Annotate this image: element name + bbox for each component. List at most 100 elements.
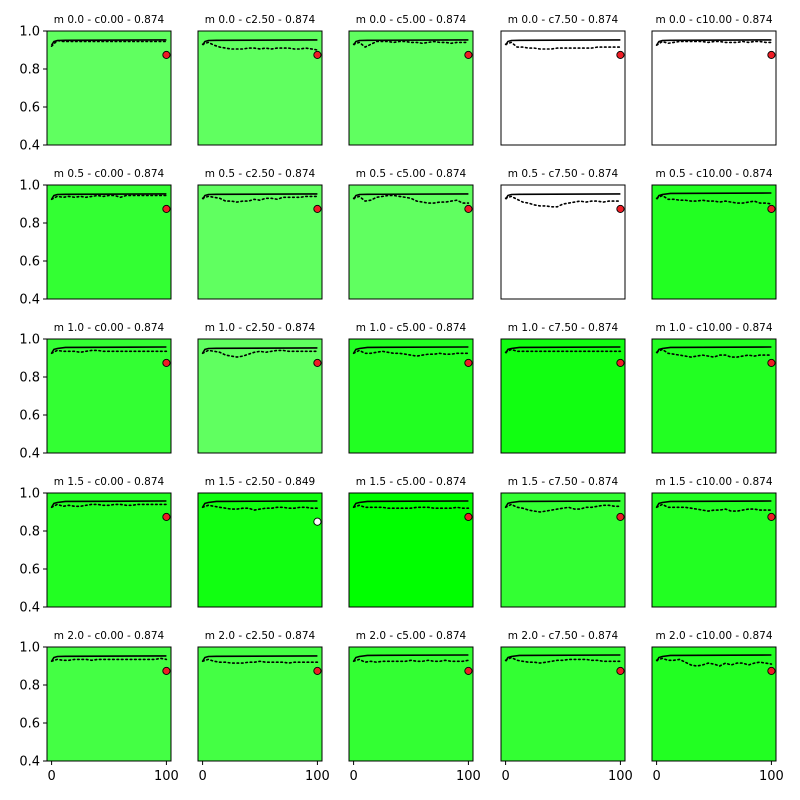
- solid-series-line: [655, 500, 772, 508]
- panel: m 0.0 - c2.50 - 0.874: [197, 14, 323, 146]
- panel-title: m 0.0 - c10.00 - 0.874: [655, 14, 772, 26]
- dotted-series-line: [201, 504, 319, 511]
- panel: m 1.5 - c2.50 - 0.849: [197, 476, 323, 608]
- panel: m 1.0 - c7.50 - 0.874: [500, 322, 626, 454]
- y-tick-label: 0.4: [19, 755, 40, 770]
- solid-series-line: [352, 346, 469, 354]
- x-tick-label: 0: [652, 769, 660, 784]
- panel: m 0.5 - c10.00 - 0.874: [651, 168, 777, 300]
- panel-title: m 2.0 - c5.00 - 0.874: [356, 630, 467, 642]
- final-value-marker: [313, 358, 322, 367]
- dotted-series-line: [50, 503, 168, 509]
- panel: m 2.0 - c5.00 - 0.874 0 100: [348, 630, 481, 784]
- panel-title: m 1.0 - c0.00 - 0.874: [54, 322, 165, 334]
- dotted-series-line: [655, 348, 773, 358]
- panel-background: [47, 185, 171, 299]
- solid-series-line: [655, 654, 772, 662]
- x-tick-label: 100: [759, 769, 784, 784]
- panel-title: m 0.5 - c5.00 - 0.874: [356, 168, 467, 180]
- panel: m 1.5 - c7.50 - 0.874: [500, 476, 626, 608]
- panel: m 1.0 - c2.50 - 0.874: [197, 322, 323, 454]
- dotted-series-line: [50, 657, 168, 663]
- x-tick-label: 0: [47, 769, 55, 784]
- solid-series-line: [50, 655, 167, 662]
- panel-frame: [651, 338, 777, 454]
- panel-title: m 2.0 - c2.50 - 0.874: [205, 630, 316, 642]
- final-value-marker: [162, 204, 171, 213]
- final-value-marker: [767, 666, 776, 675]
- panel-title: m 2.0 - c0.00 - 0.874: [54, 630, 165, 642]
- panel-background: [349, 185, 473, 299]
- panel: m 0.0 - c7.50 - 0.874: [500, 14, 626, 146]
- x-tick-label: 0: [501, 769, 509, 784]
- panel-frame: [500, 646, 626, 762]
- panel-frame: [348, 646, 474, 762]
- y-tick-label: 0.6: [19, 563, 40, 578]
- final-value-marker: [767, 512, 776, 521]
- panel: m 1.0 - c10.00 - 0.874: [651, 322, 777, 454]
- dotted-series-line: [201, 41, 319, 51]
- dotted-series-line: [50, 39, 168, 48]
- panel: m 2.0 - c10.00 - 0.874 0 100: [651, 630, 784, 784]
- panel-frame: [348, 30, 474, 146]
- final-value-marker: [464, 358, 473, 367]
- panel: m 0.5 - c7.50 - 0.874: [500, 168, 626, 300]
- panel: m 1.0 - c0.00 - 0.874 0.4 0.6 0.8 1.0: [19, 322, 172, 462]
- panel-background: [652, 31, 776, 145]
- panel-background: [47, 339, 171, 453]
- y-tick-label: 1.0: [19, 641, 40, 656]
- y-tick-label: 0.4: [19, 447, 40, 462]
- solid-series-line: [201, 655, 318, 662]
- y-tick-label: 0.8: [19, 371, 40, 386]
- y-tick-label: 0.6: [19, 101, 40, 116]
- solid-series-line: [655, 192, 772, 200]
- x-tick-label: 100: [154, 769, 179, 784]
- solid-series-line: [352, 39, 469, 46]
- dotted-series-line: [352, 194, 470, 204]
- final-value-marker: [616, 204, 625, 213]
- final-value-marker: [313, 517, 322, 526]
- y-tick-label: 1.0: [19, 487, 40, 502]
- final-value-marker: [162, 358, 171, 367]
- panel-background: [198, 31, 322, 145]
- panel-title: m 0.0 - c0.00 - 0.874: [54, 14, 165, 26]
- dotted-series-line: [201, 658, 319, 664]
- panel-title: m 1.0 - c7.50 - 0.874: [508, 322, 619, 334]
- dotted-series-line: [504, 503, 622, 513]
- y-tick-label: 0.8: [19, 217, 40, 232]
- solid-series-line: [201, 347, 318, 354]
- panel-frame: [348, 184, 474, 300]
- panel-background: [652, 339, 776, 453]
- panel-title: m 1.5 - c2.50 - 0.849: [205, 476, 315, 488]
- y-tick-label: 0.6: [19, 409, 40, 424]
- y-tick-label: 0.8: [19, 525, 40, 540]
- dotted-series-line: [504, 656, 622, 664]
- panel-title: m 1.5 - c0.00 - 0.874: [54, 476, 165, 488]
- panel-title: m 0.5 - c2.50 - 0.874: [205, 168, 316, 180]
- panel-frame: [197, 646, 323, 762]
- panel-background: [501, 185, 625, 299]
- panel-title: m 1.5 - c5.00 - 0.874: [356, 476, 467, 488]
- solid-series-line: [352, 193, 469, 200]
- final-value-marker: [616, 358, 625, 367]
- x-tick-label: 100: [608, 769, 633, 784]
- panel: m 1.5 - c10.00 - 0.874: [651, 476, 777, 608]
- dotted-series-line: [352, 504, 470, 510]
- panel: m 0.0 - c5.00 - 0.874: [348, 14, 474, 146]
- final-value-marker: [616, 666, 625, 675]
- panel-frame: [651, 646, 777, 762]
- panel-background: [47, 493, 171, 607]
- panel-title: m 2.0 - c10.00 - 0.874: [655, 630, 772, 642]
- panel-frame: [197, 338, 323, 454]
- panel-background: [198, 493, 322, 607]
- solid-series-line: [352, 654, 469, 662]
- panel-frame: [197, 30, 323, 146]
- panel-frame: [348, 338, 474, 454]
- solid-series-line: [655, 39, 772, 46]
- panel-frame: [46, 492, 172, 608]
- panel: m 1.0 - c5.00 - 0.874: [348, 322, 474, 454]
- final-value-marker: [767, 50, 776, 59]
- solid-series-line: [504, 654, 621, 662]
- panel-frame: [651, 30, 777, 146]
- dotted-series-line: [655, 194, 773, 205]
